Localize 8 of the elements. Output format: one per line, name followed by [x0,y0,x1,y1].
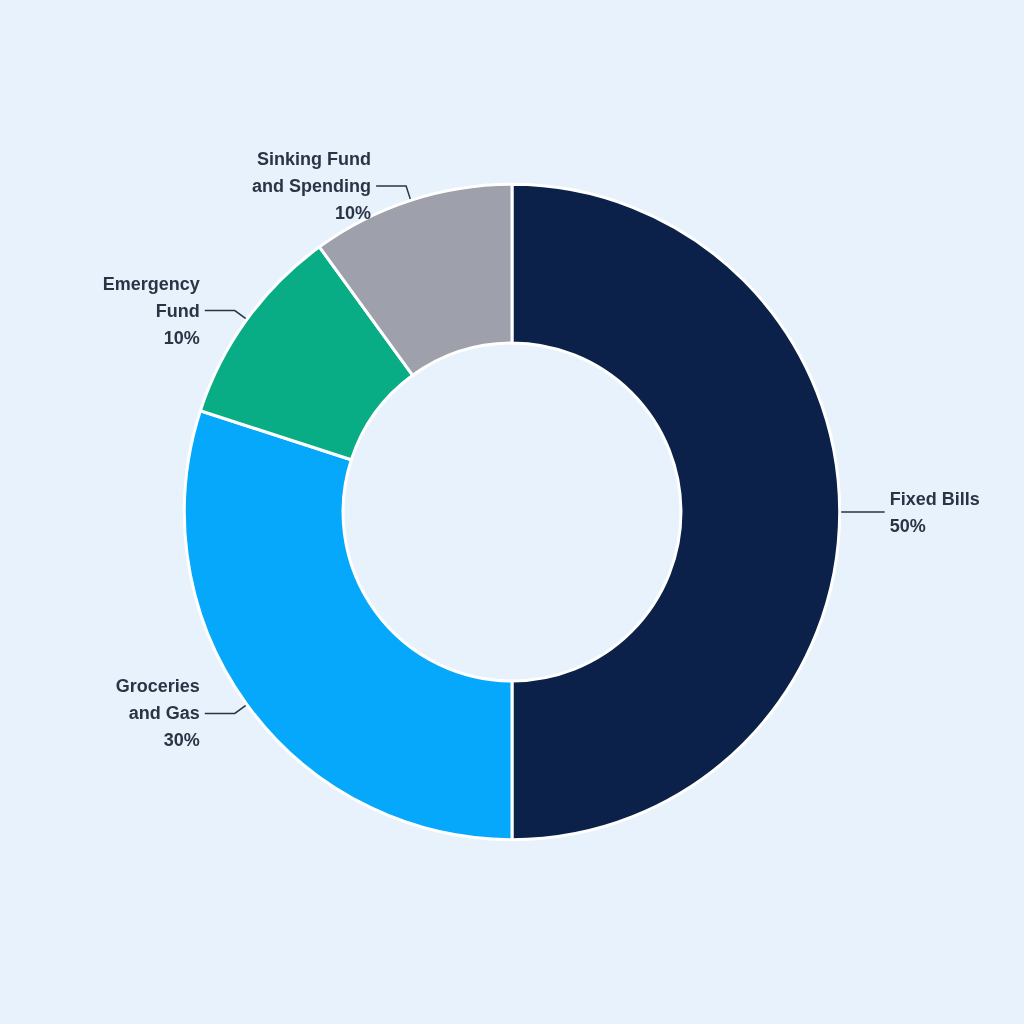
slice-label: Groceries and Gas [115,676,200,724]
slice-label: Sinking Fund and Spending [252,149,372,197]
data-label: 10% [335,203,372,224]
data-label: 10% [163,327,200,348]
data-label: 50% [889,515,926,536]
data-label: 30% [163,730,200,751]
slice-label: Emergency Fund [102,273,200,321]
slice-label: Fixed Bills [889,488,980,509]
